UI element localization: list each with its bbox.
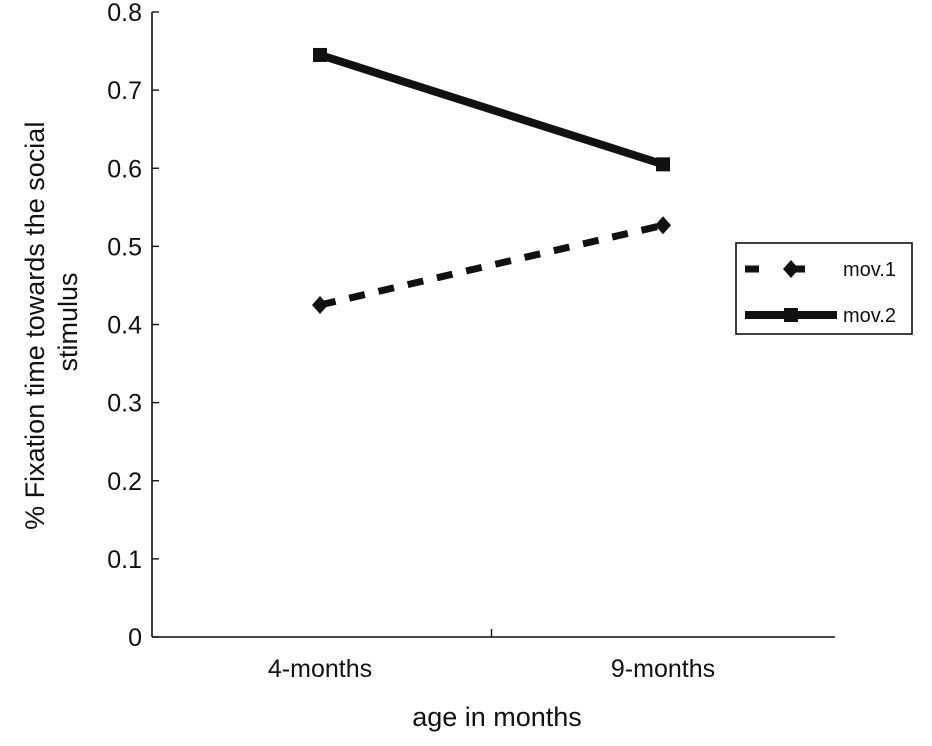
series-group [312,47,671,314]
data-point-mov.2 [656,157,670,172]
x-tick-label: 4-months [268,655,372,683]
y-tick-label: 0.8 [107,0,142,27]
y-tick-group: 0 0.1 0.2 0.3 0.4 0.5 0.6 0.7 0.8 [107,0,159,652]
series-line-mov.1 [319,221,664,309]
legend: mov.1 mov.2 [735,242,913,335]
y-axis-label: % Fixation time towards the social stimu… [20,114,83,530]
x-tick-group: 4-months 9-months [268,629,715,683]
y-tick-label: 0.4 [107,312,142,340]
y-tick-label: 0.1 [107,546,142,574]
y-axis-label-line-1: % Fixation time towards the social [20,122,50,530]
y-tick-label: 0.2 [107,468,142,496]
legend-label: mov.2 [843,305,896,327]
series-mov.2 [313,47,670,172]
legend-marker [784,308,798,322]
y-tick-label: 0.3 [107,390,142,418]
y-tick-label: 0.6 [107,155,142,183]
x-axis-label: age in months [412,702,582,732]
legend-label: mov.1 [843,259,896,281]
data-point-mov.1 [312,295,328,314]
series-mov.1 [312,216,671,314]
legend-item-mov.1: mov.1 [745,259,896,281]
y-axis-label-line-2: stimulus [53,272,83,371]
y-tick-label: 0.7 [107,77,142,105]
legend-item-mov.2: mov.2 [745,305,896,327]
y-tick-label: 0.5 [107,233,142,261]
y-tick-label: 0 [128,624,142,652]
axes [151,12,835,638]
legend-marker [783,260,799,278]
data-point-mov.2 [313,47,327,62]
legend-items: mov.1 mov.2 [745,259,896,327]
x-tick-label: 9-months [611,655,715,683]
series-line-mov.2 [318,51,665,169]
data-point-mov.1 [655,216,671,235]
